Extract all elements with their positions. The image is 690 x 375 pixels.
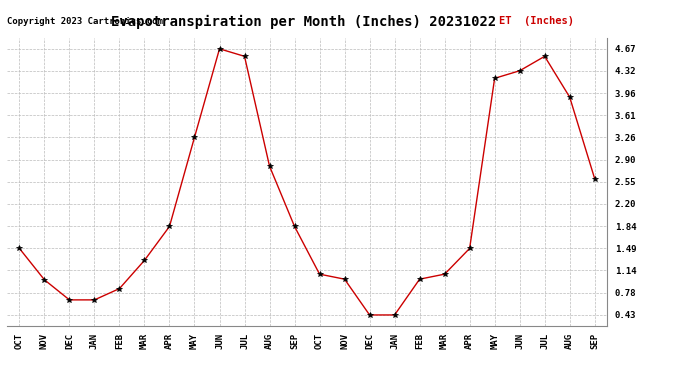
Text: Copyright 2023 Cartronics.com: Copyright 2023 Cartronics.com bbox=[7, 17, 163, 26]
Text: Evapotranspiration per Month (Inches) 20231022: Evapotranspiration per Month (Inches) 20… bbox=[111, 15, 496, 29]
Text: ET  (Inches): ET (Inches) bbox=[499, 16, 574, 26]
